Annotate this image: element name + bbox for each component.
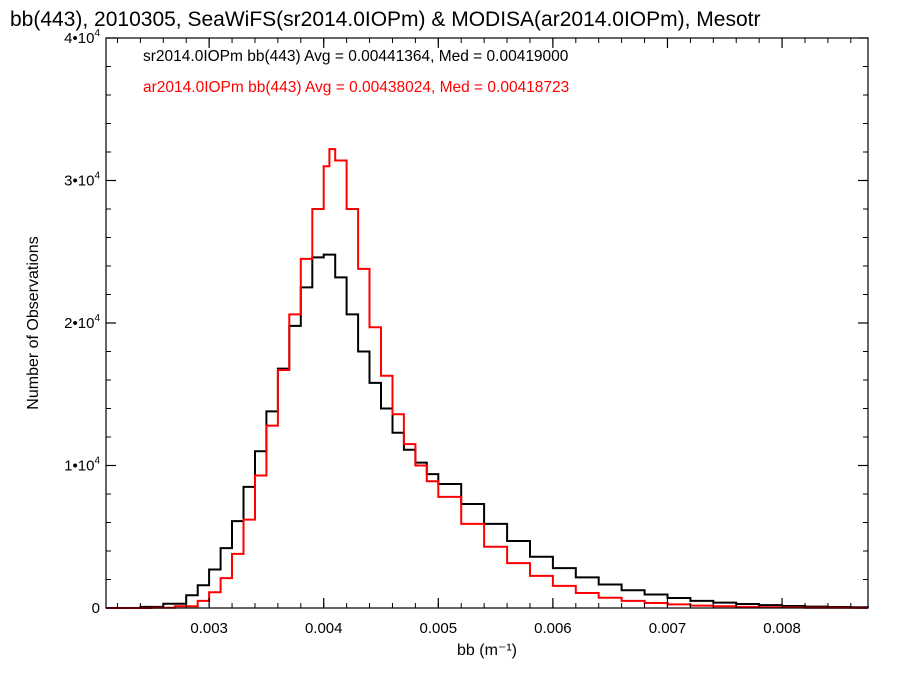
y-tick-label: 0 xyxy=(92,600,100,617)
x-tick-label: 0.006 xyxy=(534,620,572,637)
x-tick-label: 0.005 xyxy=(420,620,458,637)
x-tick-label: 0.008 xyxy=(763,620,801,637)
series-group xyxy=(106,148,869,609)
y-tick-label: 3•104 xyxy=(64,171,100,190)
y-tick-label: 2•104 xyxy=(64,313,100,332)
y-tick-label: 4•104 xyxy=(64,28,100,47)
y-axis: 0 1•104 2•104 3•104 4•104 xyxy=(64,28,868,617)
x-axis-title: bb (m⁻¹) xyxy=(457,642,517,659)
y-tick-label: 1•104 xyxy=(64,456,100,475)
x-tick-label: 0.004 xyxy=(305,620,343,637)
x-tick-label: 0.003 xyxy=(190,620,228,637)
y-axis-title: Number of Observations xyxy=(25,236,42,409)
x-tick-label: 0.007 xyxy=(649,620,687,637)
plot-frame xyxy=(105,37,869,609)
series-line-1 xyxy=(106,253,869,609)
x-axis: 0.003 0.004 0.005 0.006 0.007 0.008 xyxy=(116,38,852,637)
legend-entry-series-2: ar2014.0IOPm bb(443) Avg = 0.00438024, M… xyxy=(143,79,569,96)
chart-title: bb(443), 2010305, SeaWiFS(sr2014.0IOPm) … xyxy=(10,8,760,31)
legend-entry-series-1: sr2014.0IOPm bb(443) Avg = 0.00441364, M… xyxy=(143,48,569,65)
series-line-2 xyxy=(106,148,868,609)
